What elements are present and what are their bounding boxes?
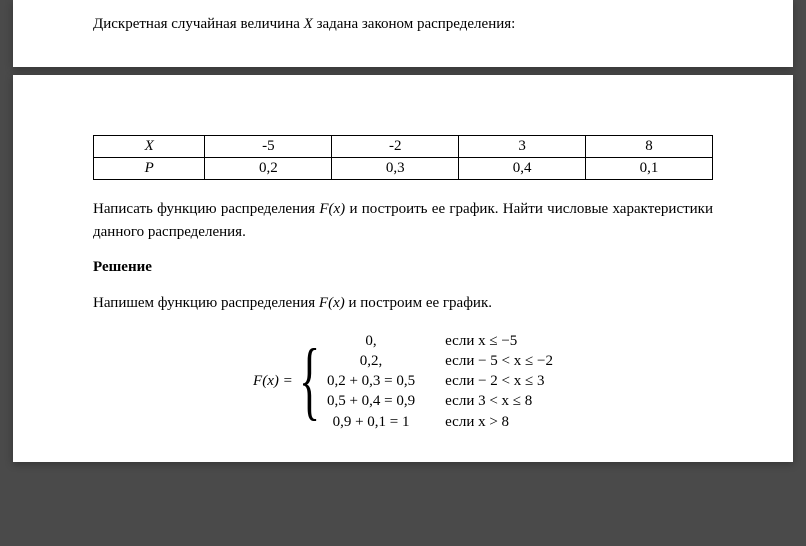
piecewise-condition: если − 2 < x ≤ 3 <box>445 371 553 391</box>
intro-var: X <box>304 16 313 32</box>
intro-suffix: задана законом распределения: <box>313 16 516 32</box>
table-cell: X <box>94 136 205 158</box>
solution-title: Решение <box>93 259 713 276</box>
table-row: X -5 -2 3 8 <box>94 136 713 158</box>
solution-intro-suffix: и построим ее график. <box>345 295 492 311</box>
formula-block: F(x) = { 0, 0,2, 0,2 + 0,3 = 0,5 0,5 + 0… <box>93 331 713 432</box>
table-cell: -5 <box>205 136 332 158</box>
piecewise-condition: если x ≤ −5 <box>445 331 553 351</box>
piecewise-value: 0,5 + 0,4 = 0,9 <box>327 391 415 411</box>
solution-intro: Напишем функцию распределения F(x) и пос… <box>93 292 713 315</box>
piecewise-value: 0, <box>327 331 415 351</box>
task-fx: F(x) <box>319 201 345 217</box>
piecewise-condition: если 3 < x ≤ 8 <box>445 391 553 411</box>
piecewise-values: 0, 0,2, 0,2 + 0,3 = 0,5 0,5 + 0,4 = 0,9 … <box>327 331 415 432</box>
intro-text: Дискретная случайная величина X задана з… <box>93 14 713 35</box>
table-cell: -2 <box>332 136 459 158</box>
task-text: Написать функцию распределения F(x) и по… <box>93 198 713 243</box>
piecewise-condition: если − 5 < x ≤ −2 <box>445 351 553 371</box>
page-top: Дискретная случайная величина X задана з… <box>13 0 793 67</box>
formula-label: F(x) = <box>253 373 293 390</box>
piecewise: 0, 0,2, 0,2 + 0,3 = 0,5 0,5 + 0,4 = 0,9 … <box>327 331 553 432</box>
piecewise-condition: если x > 8 <box>445 412 553 432</box>
distribution-table: X -5 -2 3 8 P 0,2 0,3 0,4 0,1 <box>93 135 713 180</box>
piecewise-conditions: если x ≤ −5 если − 5 < x ≤ −2 если − 2 <… <box>445 331 553 432</box>
table-cell: 0,4 <box>459 158 586 180</box>
solution-intro-prefix: Напишем функцию распределения <box>93 295 319 311</box>
piecewise-value: 0,2 + 0,3 = 0,5 <box>327 371 415 391</box>
table-cell: P <box>94 158 205 180</box>
page-bottom: X -5 -2 3 8 P 0,2 0,3 0,4 0,1 Написать ф… <box>13 75 793 462</box>
table-cell: 0,1 <box>586 158 713 180</box>
intro-prefix: Дискретная случайная величина <box>93 16 304 32</box>
solution-intro-fx: F(x) <box>319 295 345 311</box>
table-cell: 3 <box>459 136 586 158</box>
table-cell: 8 <box>586 136 713 158</box>
brace-container: { 0, 0,2, 0,2 + 0,3 = 0,5 0,5 + 0,4 = 0,… <box>299 331 553 432</box>
piecewise-value: 0,9 + 0,1 = 1 <box>327 412 415 432</box>
left-brace-icon: { <box>299 331 320 432</box>
table-cell: 0,2 <box>205 158 332 180</box>
table-cell: 0,3 <box>332 158 459 180</box>
piecewise-value: 0,2, <box>327 351 415 371</box>
task-prefix: Написать функцию распределения <box>93 201 319 217</box>
table-row: P 0,2 0,3 0,4 0,1 <box>94 158 713 180</box>
